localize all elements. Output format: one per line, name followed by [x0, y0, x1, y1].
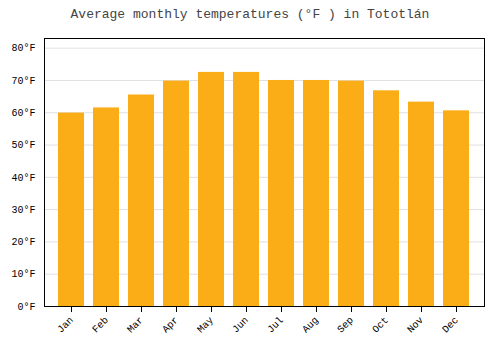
- svg-text:40°F: 40°F: [11, 173, 35, 184]
- svg-text:Jan: Jan: [55, 315, 76, 336]
- svg-text:May: May: [195, 315, 216, 336]
- svg-text:20°F: 20°F: [11, 237, 35, 248]
- svg-text:Jul: Jul: [265, 315, 286, 336]
- html-text:Average monthly temperatures (: Average monthly temperatures (°F ) in To…: [70, 7, 430, 22]
- svg-text:80°F: 80°F: [11, 43, 35, 54]
- svg-text:50°F: 50°F: [11, 140, 35, 151]
- svg-text:60°F: 60°F: [11, 108, 35, 119]
- svg-text:Feb: Feb: [90, 315, 111, 336]
- svg-text:Apr: Apr: [160, 315, 181, 336]
- svg-text:70°F: 70°F: [11, 76, 35, 87]
- svg-text:Aug: Aug: [300, 315, 321, 336]
- svg-text:30°F: 30°F: [11, 205, 35, 216]
- svg-text:Dec: Dec: [440, 315, 461, 336]
- svg-text:Jun: Jun: [230, 315, 251, 336]
- svg-text:Oct: Oct: [370, 315, 391, 336]
- svg-text:Sep: Sep: [335, 315, 356, 336]
- svg-text:Mar: Mar: [125, 315, 146, 336]
- svg-text:10°F: 10°F: [11, 269, 35, 280]
- svg-text:0°F: 0°F: [17, 302, 35, 313]
- svg-text:Nov: Nov: [405, 315, 426, 336]
